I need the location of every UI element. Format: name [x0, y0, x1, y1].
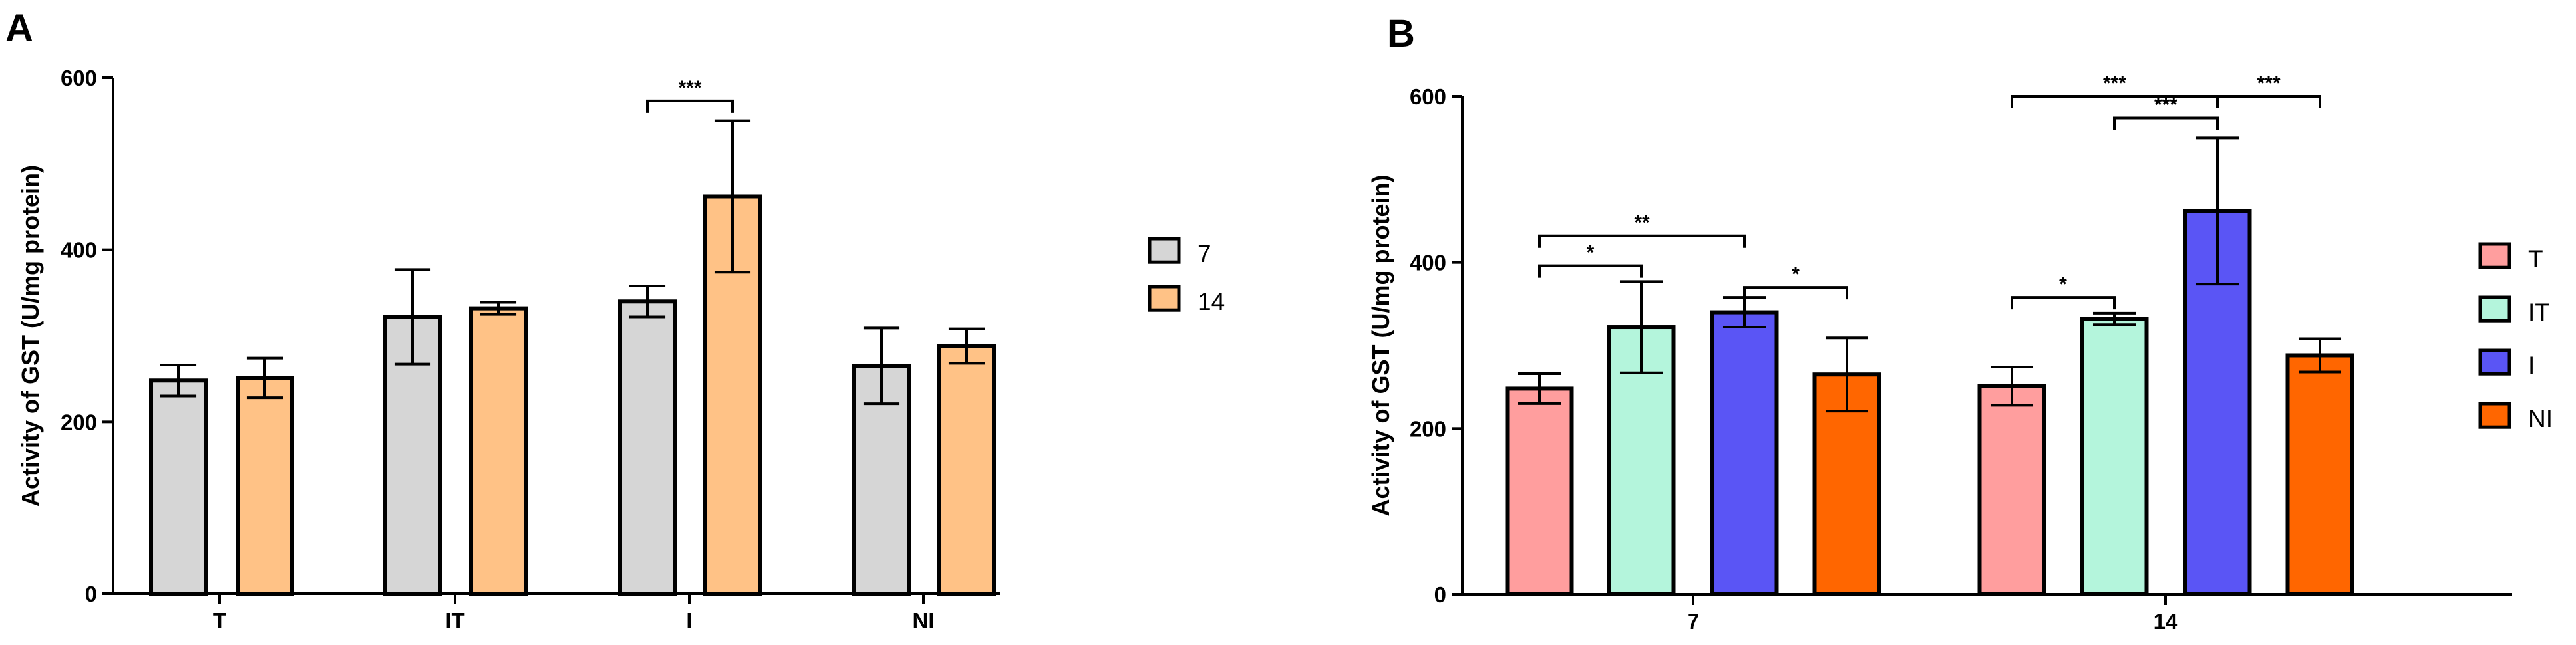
bar-b-i-7: [1710, 310, 1779, 596]
significance-label-b: ***: [2257, 72, 2280, 94]
legend-swatch-b: [2478, 295, 2511, 322]
significance-bracket-b: [2011, 95, 2219, 108]
bar-a-14-it: [469, 306, 528, 596]
y-axis-title-a: Activity of GST (U/mg protein): [17, 165, 44, 507]
legend-label-b: I: [2528, 352, 2535, 379]
x-tick-label-b: 7: [1687, 609, 1699, 634]
bar-b-t-14: [1977, 384, 2046, 596]
significance-label-b: *: [1792, 263, 1800, 285]
x-tick-label-a: T: [213, 608, 226, 633]
panel-b: B 0 200 400 600 Activity of GST (U/mg protein…: [1367, 12, 2553, 634]
bar-a-7-t: [149, 378, 208, 596]
significance-bracket-b: [1538, 234, 1746, 248]
significance-label-b: *: [2059, 273, 2067, 295]
bar-a-7-i: [618, 299, 677, 596]
significance-label-b: ***: [2154, 94, 2177, 116]
significance-bracket-b: [2113, 116, 2219, 130]
significance-bracket-b: [2216, 95, 2321, 108]
significance-label-a: ***: [678, 77, 701, 99]
y-axis-title-b: Activity of GST (U/mg protein): [1367, 174, 1394, 516]
x-tick-label-a: I: [686, 608, 692, 633]
legend-label-b: IT: [2528, 299, 2550, 326]
legend-swatch-b: [2478, 348, 2511, 376]
legend-label-b: NI: [2528, 405, 2553, 432]
significance-bracket-b: [1743, 286, 1848, 300]
significance-label-b: *: [1587, 242, 1595, 264]
significance-bracket-b: [1538, 264, 1643, 278]
panel-letter-a: A: [5, 7, 33, 50]
legend-label-b: T: [2528, 245, 2543, 273]
y-tick-label-b: 600: [1410, 84, 1446, 109]
y-tick-label-a: 0: [85, 582, 97, 606]
legend-swatch-b: [2478, 242, 2511, 269]
bar-a-14-ni: [937, 344, 996, 596]
y-tick-label-b: 0: [1434, 582, 1446, 607]
legend-label-a: 7: [1198, 240, 1211, 267]
legend-swatch-b: [2478, 402, 2511, 429]
panel-a: A 0 200 400 600 Activity of GST (U/mg protein…: [5, 7, 1225, 633]
x-tick-label-a: IT: [445, 608, 464, 633]
x-tick-label-b: 14: [2154, 609, 2178, 634]
y-tick-label-a: 600: [61, 66, 97, 90]
y-tick-label-a: 400: [61, 238, 97, 263]
legend-swatch-a: [1148, 285, 1181, 312]
significance-bracket-a: [646, 99, 734, 113]
significance-label-b: **: [1634, 212, 1650, 234]
legend-swatch-a: [1148, 237, 1181, 264]
bar-a-14-t: [236, 376, 294, 596]
y-tick-label-b: 400: [1410, 251, 1446, 275]
panel-letter-b: B: [1387, 12, 1415, 55]
bar-b-it-14: [2080, 317, 2149, 596]
y-tick-label-b: 200: [1410, 416, 1446, 441]
bar-b-t-7: [1505, 386, 1574, 596]
bar-b-ni-14: [2285, 353, 2354, 596]
y-tick-label-a: 200: [61, 410, 97, 434]
significance-bracket-b: [2011, 296, 2116, 310]
significance-label-b: ***: [2103, 72, 2126, 94]
x-tick-label-a: NI: [913, 608, 935, 633]
legend-label-a: 14: [1198, 288, 1225, 315]
